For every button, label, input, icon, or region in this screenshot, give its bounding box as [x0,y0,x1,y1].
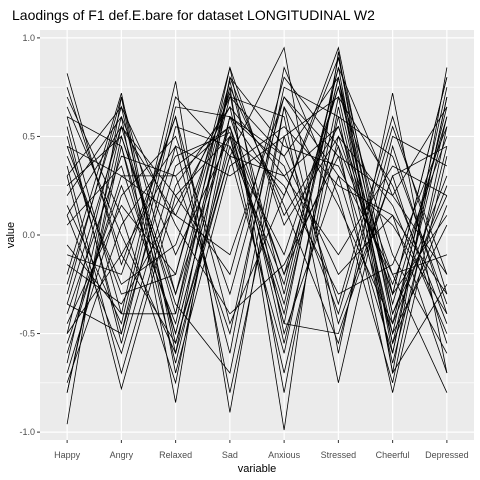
x-axis-label: variable [238,463,277,475]
series-line-29 [66,67,448,354]
x-tick-label-depressed: Depressed [425,450,469,460]
series-line-6 [66,81,448,413]
x-axis-ticks: Happy Angry Relaxed Sad Anxious Stressed Cheer… [54,440,469,460]
y-tick-label: -0.5 [19,329,35,339]
series-line-35 [66,106,448,315]
series-line-39 [66,96,448,315]
x-tick-label-anxious: Anxious [268,450,301,460]
x-tick-label-cheerful: Cheerful [376,450,410,460]
y-axis-label: value [5,222,17,248]
series-line-34 [66,96,448,383]
series-line-10 [66,66,448,295]
x-tick-label-angry: Angry [110,450,134,460]
series-line-36 [66,76,448,375]
y-tick-label: 0.5 [22,131,35,141]
series-line-7 [66,46,448,374]
series-line-13 [66,115,448,393]
series-line-31 [66,105,448,374]
series-line-20 [66,76,448,355]
series-line-38 [66,77,448,345]
series-lines [66,46,448,431]
series-line-28 [66,115,448,336]
x-tick-label-relaxed: Relaxed [159,450,192,460]
y-tick-label: 1.0 [22,33,35,43]
x-tick-label-stressed: Stressed [321,450,357,460]
series-line-37 [66,125,448,335]
series-line-30 [66,66,448,334]
y-tick-label: -1.0 [19,427,35,437]
chart-title: Laodings of F1 def.E.bare for dataset LO… [12,7,375,23]
x-tick-label-happy: Happy [54,450,81,460]
series-line-33 [66,116,448,364]
series-line-40 [66,85,448,335]
series-line-3 [66,116,448,393]
x-tick-label-sad: Sad [222,450,238,460]
y-tick-label: 0.0 [22,230,35,240]
series-line-17 [66,85,448,354]
y-axis-ticks: -1.0 -0.5 0.0 0.5 1.0 [19,33,40,437]
